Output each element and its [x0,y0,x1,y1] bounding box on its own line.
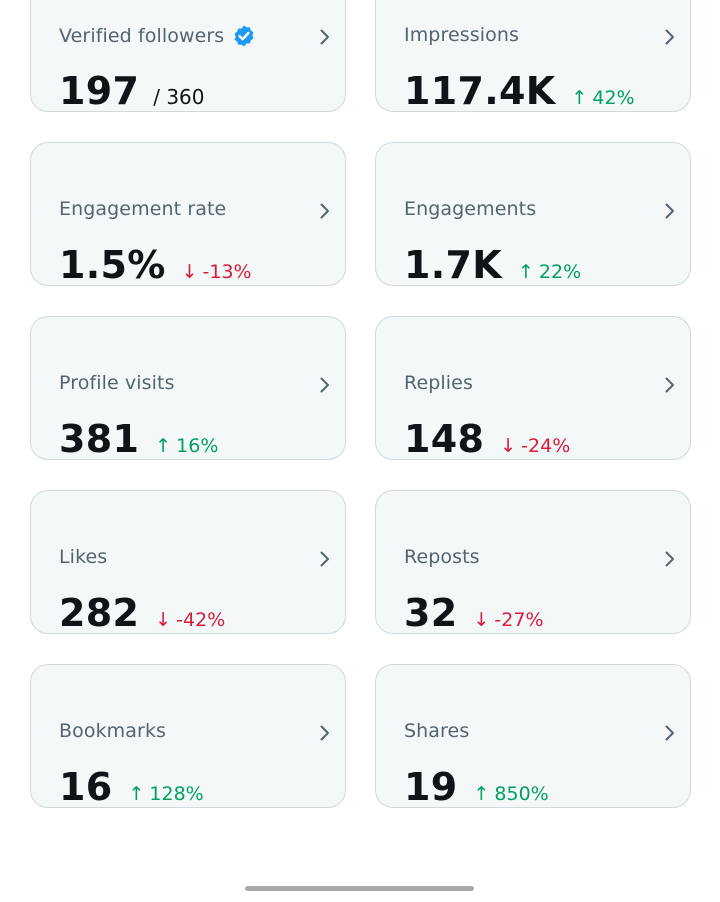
metric-delta: ↓ -24% [500,435,570,457]
metric-value-row: 197 / 360 [59,69,205,113]
metric-card-shares[interactable]: Shares 19 ↑ 850% [375,664,691,809]
metric-delta: ↓ -42% [155,609,225,631]
chevron-right-icon [320,29,329,45]
chevron-right-icon [320,203,329,219]
metric-title-label: Profile visits [59,372,175,394]
metric-title-label: Likes [59,546,108,568]
metric-value-row: 282 ↓ -42% [59,591,225,635]
metric-title-label: Reposts [404,546,480,568]
metric-title: Engagement rate [59,198,226,220]
metric-card-engagements[interactable]: Engagements 1.7K ↑ 22% [375,142,691,287]
metric-title-label: Engagement rate [59,198,227,220]
metric-value: 148 [404,417,485,461]
metric-title: Likes [59,546,107,568]
arrow-down-icon: ↓ [473,609,490,631]
metric-card-reposts[interactable]: Reposts 32 ↓ -27% [375,490,691,635]
metric-value: 197 [59,69,140,113]
arrow-up-icon: ↑ [517,261,534,283]
metric-value: 1.7K [404,243,502,287]
metric-delta: ↓ -13% [182,261,252,283]
chevron-right-icon [665,725,674,741]
metric-value: 117.4K [404,69,556,113]
home-indicator[interactable] [245,886,474,891]
metric-value: 16 [59,765,113,809]
metric-delta-value: 128% [149,783,204,805]
metric-card-engagement-rate[interactable]: Engagement rate 1.5% ↓ -13% [30,142,346,287]
metric-title: Shares [404,720,469,742]
metric-title: Bookmarks [59,720,166,742]
metric-card-likes[interactable]: Likes 282 ↓ -42% [30,490,346,635]
metric-title: Engagements [404,198,536,220]
chevron-right-icon [320,551,329,567]
arrow-down-icon: ↓ [181,261,198,283]
metric-value: 282 [59,591,140,635]
metrics-grid: Verified followers 197 / 360 Impressions [30,0,692,809]
arrow-up-icon: ↑ [155,435,172,457]
metric-value-row: 16 ↑ 128% [59,765,204,809]
metric-value: 381 [59,417,140,461]
metric-delta: ↓ -27% [473,609,543,631]
chevron-right-icon [665,203,674,219]
metric-title: Reposts [404,546,480,568]
metric-value: 32 [404,591,458,635]
metric-delta: ↑ 22% [518,261,581,283]
verified-badge-icon [234,25,254,47]
arrow-up-icon: ↑ [473,783,490,805]
metric-title: Verified followers [59,24,256,48]
metric-value-row: 117.4K ↑ 42% [404,69,635,113]
metric-delta: ↑ 850% [473,783,548,805]
metric-delta-value: -27% [494,609,544,631]
metric-card-profile-visits[interactable]: Profile visits 381 ↑ 16% [30,316,346,461]
metric-title-label: Replies [404,372,473,394]
chevron-right-icon [665,29,674,45]
chevron-right-icon [665,377,674,393]
metric-value-row: 32 ↓ -27% [404,591,544,635]
metric-card-replies[interactable]: Replies 148 ↓ -24% [375,316,691,461]
metric-delta-value: -13% [202,261,252,283]
metric-title: Profile visits [59,372,175,394]
metric-title-label: Bookmarks [59,720,167,742]
metric-title-label: Engagements [404,198,537,220]
metric-delta-value: -24% [521,435,571,457]
metric-title-label: Verified followers [59,25,225,47]
metric-card-impressions[interactable]: Impressions 117.4K ↑ 42% [375,0,691,113]
metric-value-row: 1.5% ↓ -13% [59,243,252,287]
metric-value: 1.5% [59,243,166,287]
metric-delta: ↑ 128% [128,783,203,805]
metric-delta-value: 42% [592,87,635,109]
metric-delta: ↑ 16% [155,435,218,457]
chevron-right-icon [320,725,329,741]
metric-value-row: 1.7K ↑ 22% [404,243,581,287]
metric-card-bookmarks[interactable]: Bookmarks 16 ↑ 128% [30,664,346,809]
chevron-right-icon [320,377,329,393]
metric-delta-value: 850% [494,783,549,805]
metric-value-row: 148 ↓ -24% [404,417,570,461]
metric-card-verified-followers[interactable]: Verified followers 197 / 360 [30,0,346,113]
chevron-right-icon [665,551,674,567]
metric-delta-value: 16% [176,435,219,457]
metric-value: 19 [404,765,458,809]
arrow-down-icon: ↓ [155,609,172,631]
metric-title-label: Impressions [404,24,519,46]
metric-title-label: Shares [404,720,470,742]
metric-delta-value: -42% [176,609,226,631]
metric-title: Replies [404,372,473,394]
metric-delta-value: 22% [538,261,582,283]
arrow-down-icon: ↓ [500,435,517,457]
arrow-up-icon: ↑ [571,87,588,109]
arrow-up-icon: ↑ [128,783,145,805]
metric-title: Impressions [404,24,519,46]
metric-delta: ↑ 42% [571,87,634,109]
metric-denominator: / 360 [153,85,205,109]
metric-value-row: 19 ↑ 850% [404,765,549,809]
metric-value-row: 381 ↑ 16% [59,417,218,461]
